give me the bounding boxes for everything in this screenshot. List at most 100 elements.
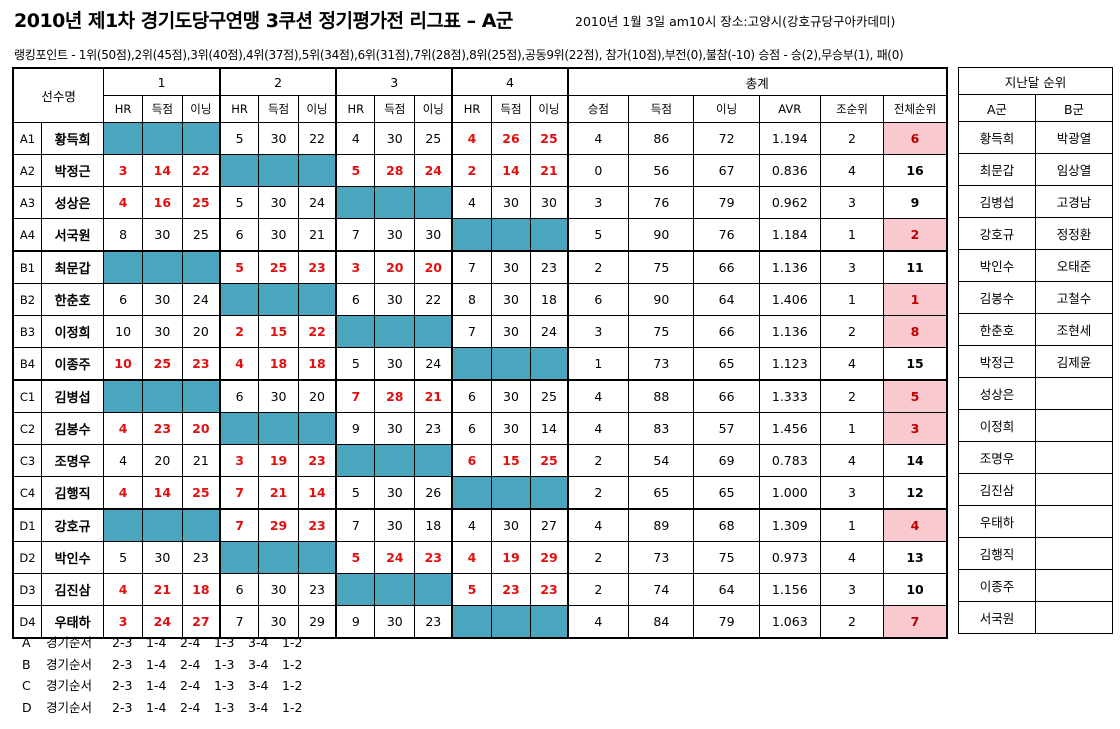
self-match-cell — [414, 315, 453, 348]
score-cell: 30 — [374, 347, 416, 381]
side-row: 이정희 — [958, 409, 1114, 442]
total-sub-header: 득점 — [628, 95, 695, 123]
player-name: 서국원 — [41, 218, 105, 252]
score-cell: 14 — [530, 412, 569, 445]
overall-rank-cell: 1 — [883, 283, 948, 316]
match-pair: 1-2 — [282, 699, 303, 715]
self-match-cell — [103, 379, 143, 413]
round-header: 3 — [335, 67, 453, 96]
overall-rank-cell: 6 — [883, 122, 948, 155]
ranking-points-rules: 랭킹포인트 - 1위(50점),2위(45점),3위(40점),4위(37점),… — [14, 48, 904, 62]
score-cell: 24 — [374, 541, 416, 574]
player-name: 이정희 — [41, 315, 105, 348]
player-id: D2 — [12, 541, 43, 574]
score-cell: 30 — [374, 122, 416, 155]
score-cell: 22 — [414, 283, 453, 316]
player-name: 한춘호 — [41, 283, 105, 316]
match-pair: 2-4 — [180, 635, 201, 650]
score-cell: 30 — [374, 283, 416, 316]
match-pair: 3-4 — [248, 635, 269, 650]
score-cell: 24 — [297, 186, 337, 219]
total-cell: 84 — [628, 605, 695, 639]
total-cell: 4 — [819, 444, 885, 477]
total-cell: 2 — [566, 573, 630, 606]
score-cell: 23 — [297, 573, 337, 606]
overall-rank-cell: 8 — [883, 315, 948, 348]
a-group-name: 한춘호 — [958, 313, 1036, 346]
a-group-name: 최문갑 — [958, 153, 1036, 186]
self-match-cell — [451, 476, 492, 510]
total-cell: 0 — [566, 154, 630, 187]
score-cell: 28 — [374, 379, 416, 413]
score-cell: 30 — [374, 476, 416, 510]
score-cell: 23 — [141, 412, 183, 445]
match-pair: 2-4 — [180, 678, 201, 693]
total-cell: 90 — [628, 283, 695, 316]
total-cell: 75 — [693, 541, 760, 574]
total-cell: 1 — [819, 218, 885, 252]
score-cell: 4 — [451, 541, 492, 574]
match-pair: 1-2 — [282, 656, 303, 672]
group-letter: B — [22, 656, 31, 672]
match-pair: 2-3 — [112, 699, 133, 715]
sub-header: HR — [218, 95, 260, 123]
total-cell: 4 — [566, 379, 630, 413]
total-cell: 2 — [819, 315, 885, 348]
order-label: 경기순서 — [46, 699, 93, 715]
total-cell: 4 — [819, 541, 885, 574]
self-match-cell — [181, 379, 221, 413]
a-group-name: 김병섭 — [958, 185, 1036, 218]
event-meta: 2010년 1월 3일 am10시 장소:고양시(강호규당구아카데미) — [575, 14, 896, 29]
player-id: A3 — [12, 186, 43, 219]
self-match-cell — [141, 379, 183, 413]
group-letter: D — [22, 699, 32, 715]
player-id: A1 — [12, 122, 43, 155]
score-cell: 19 — [258, 444, 299, 477]
total-cell: 66 — [693, 250, 760, 284]
match-pair: 1-4 — [146, 678, 167, 693]
order-label: 경기순서 — [46, 635, 93, 650]
match-order-list: A 경기순서 2-3 1-4 2-4 1-3 3-4 1-2 B 경기순서 2-3 1-4 2-4 1-3… — [22, 632, 316, 718]
total-cell: 2 — [566, 476, 630, 510]
score-cell: 30 — [141, 218, 183, 252]
score-cell: 30 — [490, 508, 532, 542]
side-row: 김진삼 — [958, 473, 1114, 506]
side-row: 최문갑 임상열 — [958, 153, 1114, 186]
score-cell: 27 — [530, 508, 569, 542]
score-cell: 6 — [218, 573, 260, 606]
a-group-name: 서국원 — [958, 601, 1036, 634]
total-sub-header: AVR — [758, 95, 821, 123]
a-group-name: 김진삼 — [958, 473, 1036, 506]
a-group-name: 박인수 — [958, 249, 1036, 282]
self-match-cell — [258, 154, 299, 187]
self-match-cell — [374, 573, 416, 606]
score-cell: 30 — [258, 379, 299, 413]
total-cell: 2 — [819, 379, 885, 413]
table-row: D1 강호규 7 29 23 7 30 18 4 30 27 4 89 68 1.309 1 4 — [12, 508, 948, 542]
side-row: 강호규 정정환 — [958, 217, 1114, 250]
self-match-cell — [490, 347, 532, 381]
side-row: 황득희 박광열 — [958, 121, 1114, 154]
total-cell: 90 — [628, 218, 695, 252]
score-cell: 20 — [297, 379, 337, 413]
player-name: 김봉수 — [41, 412, 105, 445]
player-id: C4 — [12, 476, 43, 510]
score-cell: 5 — [335, 541, 376, 574]
self-match-cell — [530, 605, 569, 639]
total-cell: 57 — [693, 412, 760, 445]
score-cell: 28 — [374, 154, 416, 187]
score-cell: 4 — [451, 186, 492, 219]
score-cell: 5 — [218, 122, 260, 155]
score-cell: 20 — [374, 250, 416, 284]
score-cell: 30 — [490, 250, 532, 284]
match-pair: 1-2 — [282, 635, 303, 650]
total-cell: 66 — [693, 379, 760, 413]
match-pair: 3-4 — [248, 699, 269, 715]
score-cell: 22 — [297, 122, 337, 155]
score-cell: 30 — [258, 218, 299, 252]
score-cell: 18 — [530, 283, 569, 316]
self-match-cell — [490, 605, 532, 639]
self-match-cell — [490, 476, 532, 510]
overall-rank-cell: 11 — [883, 250, 948, 284]
score-cell: 18 — [181, 573, 221, 606]
